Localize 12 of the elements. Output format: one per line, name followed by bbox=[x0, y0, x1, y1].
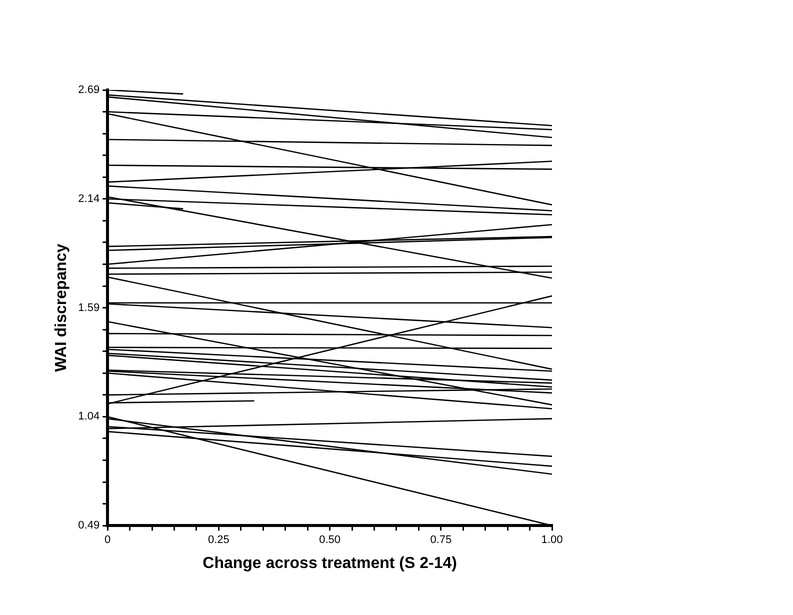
x-axis-title: Change across treatment (S 2-14) bbox=[202, 554, 457, 572]
y-tick-label: 2.69 bbox=[78, 84, 100, 96]
x-tick-label: 0.25 bbox=[208, 534, 230, 546]
x-tick-label: 0.75 bbox=[430, 534, 452, 546]
x-tick-label: 0 bbox=[104, 534, 111, 546]
y-tick-label: 1.04 bbox=[78, 410, 100, 423]
y-axis-title: WAI discrepancy bbox=[53, 244, 70, 372]
x-tick-label: 1.00 bbox=[541, 534, 563, 546]
y-tick-label: 0.49 bbox=[78, 520, 100, 532]
y-tick-label: 2.14 bbox=[78, 192, 100, 205]
x-tick-label: 0.50 bbox=[319, 534, 341, 546]
y-tick-label: 1.59 bbox=[78, 302, 100, 314]
